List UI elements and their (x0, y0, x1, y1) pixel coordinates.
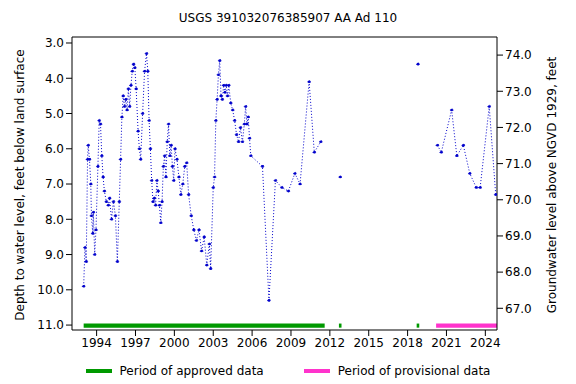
svg-text:9.0: 9.0 (45, 248, 64, 262)
html-text:Groundwater level above NGVD 1: Groundwater level above NGVD 1929, feet (545, 56, 559, 314)
svg-text:3.0: 3.0 (45, 36, 64, 50)
svg-text:2009: 2009 (276, 336, 307, 350)
svg-text:1994: 1994 (81, 336, 112, 350)
svg-text:7.0: 7.0 (45, 177, 64, 191)
svg-text:10.0: 10.0 (37, 283, 64, 297)
svg-text:2015: 2015 (353, 336, 384, 350)
svg-text:5.0: 5.0 (45, 107, 64, 121)
svg-text:2012: 2012 (315, 336, 346, 350)
svg-text:8.0: 8.0 (45, 213, 64, 227)
svg-text:74.0: 74.0 (505, 48, 532, 62)
svg-text:72.0: 72.0 (505, 121, 532, 135)
svg-text:2024: 2024 (470, 336, 501, 350)
html-text:Period of approved data: Period of approved data (119, 364, 264, 378)
svg-text:68.0: 68.0 (505, 265, 532, 279)
svg-text:4.0: 4.0 (45, 72, 64, 86)
html-text:Period of provisional data: Period of provisional data (337, 364, 491, 378)
html-text:Depth to water level, feet bel: Depth to water level, feet below land su… (13, 49, 27, 321)
svg-text:69.0: 69.0 (505, 229, 532, 243)
svg-text:2003: 2003 (198, 336, 229, 350)
svg-text:2006: 2006 (237, 336, 268, 350)
svg-text:71.0: 71.0 (505, 157, 532, 171)
svg-text:1997: 1997 (120, 336, 151, 350)
svg-text:2021: 2021 (431, 336, 462, 350)
svg-text:6.0: 6.0 (45, 142, 64, 156)
svg-text:70.0: 70.0 (505, 193, 532, 207)
html-text:USGS 391032076385907 AA Ad 110: USGS 391032076385907 AA Ad 110 (178, 11, 398, 25)
svg-text:2000: 2000 (159, 336, 190, 350)
svg-text:67.0: 67.0 (505, 302, 532, 316)
svg-text:11.0: 11.0 (37, 318, 64, 332)
svg-text:73.0: 73.0 (505, 85, 532, 99)
svg-text:2018: 2018 (392, 336, 423, 350)
